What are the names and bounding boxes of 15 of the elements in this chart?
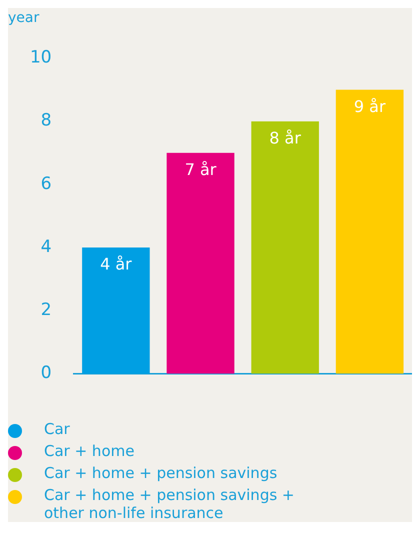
legend-label: Car: [44, 420, 70, 438]
y-axis-title: year: [8, 9, 40, 26]
y-tick-label: 8: [40, 110, 52, 131]
data-label: 8 år: [269, 128, 302, 148]
y-tick-label: 10: [30, 48, 52, 68]
legend-label: Car + home + pension savings + other non-life insurance: [44, 486, 296, 522]
y-tick-label: 0: [40, 363, 52, 384]
data-label: 7 år: [184, 160, 217, 180]
y-tick-label: 4: [40, 236, 52, 257]
legend-label: Car + home + pension savings: [44, 464, 278, 482]
data-label: 9 år: [354, 96, 386, 116]
y-tick-label: 2: [40, 300, 52, 320]
legend-label: Car + home: [44, 442, 134, 460]
y-tick-label: 6: [40, 174, 52, 194]
data-label: 4 år: [100, 254, 132, 274]
